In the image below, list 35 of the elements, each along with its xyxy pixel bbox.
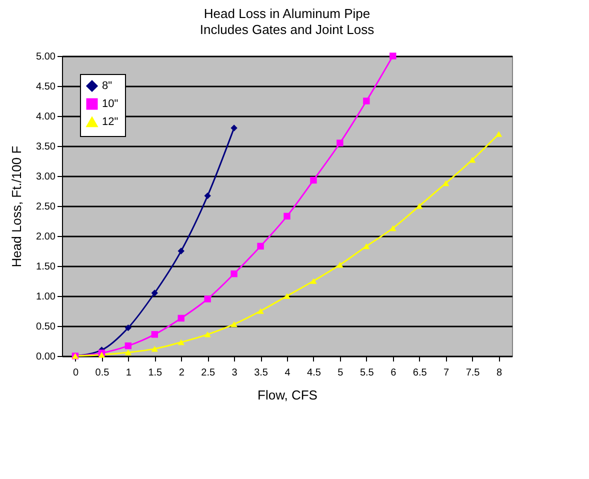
y-tick-label: 4.00 [36,112,56,122]
x-tick-label: 3.5 [254,368,268,378]
x-tick-label: 0.5 [95,368,110,378]
y-tick-label: 3.50 [36,142,56,152]
y-tick-label: 1.50 [36,262,56,272]
x-tick-label: 2 [178,368,185,378]
y-tick-label: 4.50 [36,82,56,92]
y-axis-title: Head Loss, Ft./100 F [9,146,24,268]
x-tick-label: 7 [444,368,450,378]
x-tick-label: 1.5 [148,368,163,378]
y-tick-label: 0.00 [36,352,56,362]
y-tick-label: 0.50 [36,322,56,332]
y-tick-label: 5.00 [36,52,56,62]
x-tick-label: 4 [284,368,291,378]
y-tick-label: 1.00 [36,292,56,302]
y-tick-label: 3.00 [36,172,56,182]
x-tick-label: 8 [496,368,502,378]
x-tick-label: 5.5 [360,368,374,378]
chart-title: Head Loss in Aluminum Pipe [204,6,370,21]
legend-label: 8" [102,80,112,92]
chart-subtitle: Includes Gates and Joint Loss [200,22,375,37]
legend-label: 10" [102,98,118,110]
x-tick-label: 2.5 [201,368,216,378]
x-tick-label: 0 [72,368,79,378]
x-tick-label: 6 [390,368,397,378]
x-tick-label: 7.5 [466,368,480,378]
y-tick-label: 2.00 [36,232,56,242]
legend-label: 12" [102,116,118,128]
x-tick-label: 3 [232,368,238,378]
y-tick-label: 2.50 [36,202,56,212]
x-tick-label: 1 [126,368,132,378]
x-tick-label: 4.5 [307,368,322,378]
x-tick-label: 6.5 [412,368,428,378]
x-tick-label: 5 [338,368,344,378]
x-axis-title: Flow, CFS [258,388,318,402]
